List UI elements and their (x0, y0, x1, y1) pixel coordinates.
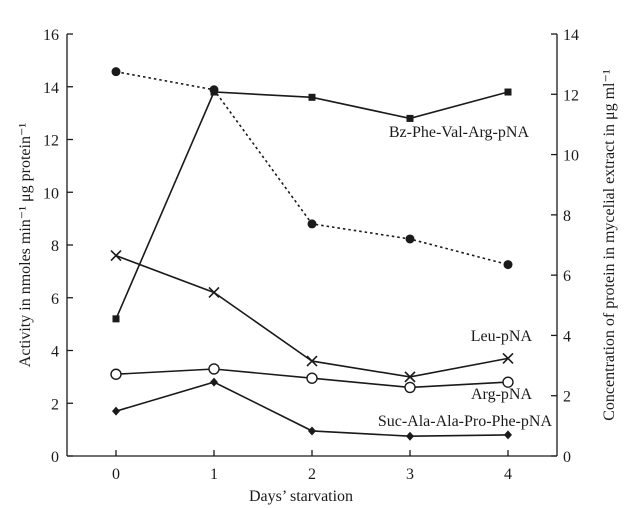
data-point-diamond (504, 430, 512, 440)
data-point-filled-circle (405, 234, 415, 244)
data-point-x-stroke (208, 286, 220, 299)
labels-layer: Bz-Phe-Val-Arg-pNA Leu-pNA Arg-pNA Suc-Ala-… (378, 124, 553, 430)
data-point-x (404, 371, 416, 383)
y-axis-right-label: Concentration of protein in mycelial ext… (601, 69, 618, 421)
data-point-x-stroke (404, 371, 416, 383)
data-point-x-stroke (110, 249, 122, 262)
data-point-x (502, 352, 514, 364)
data-point-filled-circle (503, 260, 513, 270)
x-tick-label: 2 (308, 466, 316, 483)
x-tick-label: 0 (112, 466, 120, 483)
data-point-diamond (210, 377, 218, 387)
data-point-open-circle (502, 376, 514, 388)
series-label: Suc-Ala-Ala-Pro-Phe-pNA (378, 413, 553, 430)
y-right-tick-label: 8 (563, 208, 571, 225)
series-leu-pna (110, 249, 514, 383)
data-point-filled-circle (111, 67, 121, 77)
y-right-tick-label: 0 (563, 449, 571, 466)
y-left-tick-label: 14 (43, 80, 59, 97)
data-point-diamond (112, 406, 120, 416)
y-right-tick-label: 4 (563, 328, 571, 345)
data-point-x (306, 355, 318, 367)
y-right-tick-label: 10 (563, 148, 579, 165)
series-layer (110, 67, 514, 441)
series-label: Leu-pNA (471, 328, 533, 345)
y-left-tick-label: 16 (43, 27, 59, 44)
series-line (115, 254, 509, 378)
y-left-tick-label: 8 (51, 238, 59, 255)
data-point-square (308, 93, 316, 101)
y-right-tick-label: 12 (563, 87, 579, 104)
y-left-tick-label: 4 (51, 344, 59, 361)
data-point-diamond (308, 426, 316, 436)
series-label: Bz-Phe-Val-Arg-pNA (389, 124, 530, 141)
data-point-open-circle (404, 381, 416, 394)
data-point-open-circle (208, 363, 220, 375)
data-point-x-stroke (502, 352, 514, 364)
y-left-tick-label: 0 (51, 449, 59, 466)
data-point-open-circle (306, 372, 318, 384)
y-left-tick-label: 2 (51, 396, 59, 413)
y-left-tick-label: 10 (43, 185, 59, 202)
y-left-tick-label: 6 (51, 291, 59, 308)
y-right-tick-label: 6 (563, 268, 571, 285)
x-tick-label: 4 (504, 466, 512, 483)
data-point-x-stroke (306, 355, 318, 367)
y-right-tick-label: 2 (563, 389, 571, 406)
data-point-x (110, 249, 122, 262)
y-left-tick-label: 12 (43, 133, 59, 150)
series-suc-ala-ala-pro-phe-pna (112, 377, 512, 441)
data-point-diamond (406, 431, 414, 441)
x-tick-label: 1 (210, 466, 218, 483)
data-point-square (112, 315, 120, 323)
series-label: Arg-pNA (471, 386, 532, 403)
x-tick-label: 3 (406, 466, 414, 483)
data-point-square (406, 114, 414, 122)
data-point-filled-circle (307, 219, 317, 229)
series-arg-pna (110, 363, 514, 394)
data-point-open-circle (110, 368, 122, 380)
x-axis-label: Days’ starvation (249, 488, 353, 505)
data-point-x (208, 286, 220, 299)
data-point-square (504, 88, 512, 96)
y-right-tick-label: 14 (563, 27, 579, 44)
data-point-filled-circle (209, 85, 219, 95)
series-protein-concentration (111, 67, 513, 270)
y-axis-left-label: Activity in nmoles min⁻¹ μg protein⁻¹ (17, 123, 34, 368)
